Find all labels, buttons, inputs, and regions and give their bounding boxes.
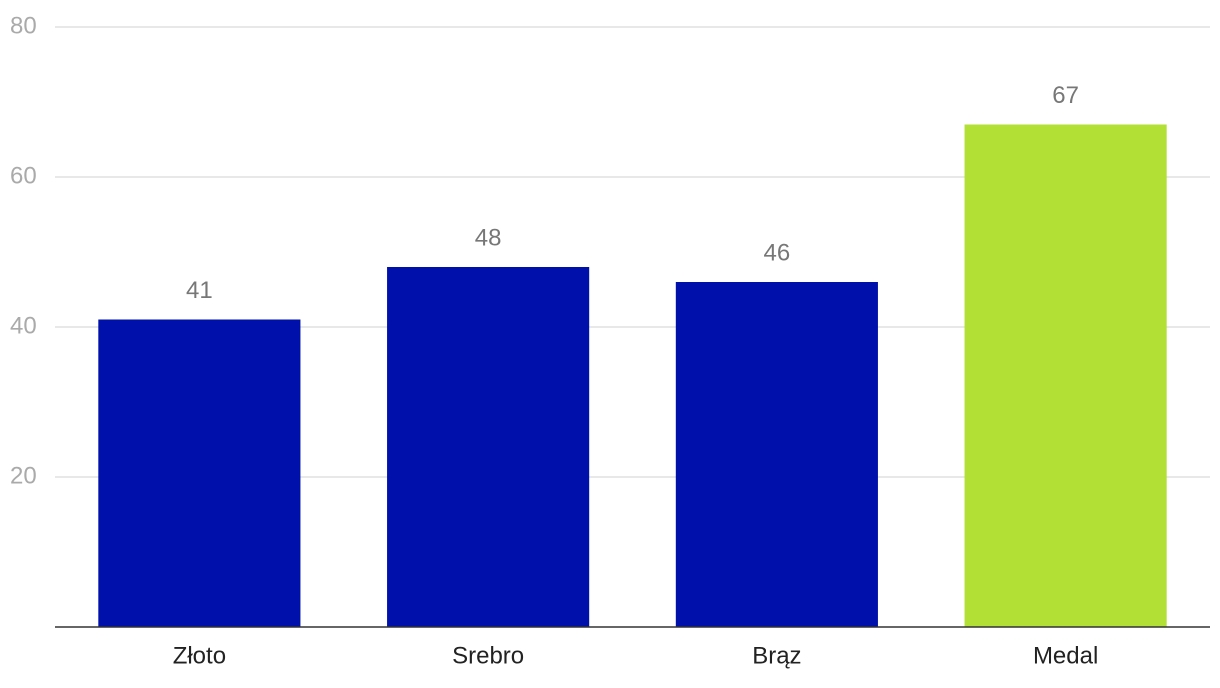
value-label: 67 <box>1052 82 1079 109</box>
bar <box>387 267 590 627</box>
bar <box>675 282 878 627</box>
y-tick-label: 60 <box>10 162 37 189</box>
x-tick-label: Medal <box>1033 642 1098 669</box>
x-tick-label: Złoto <box>173 642 226 669</box>
x-tick-label: Srebro <box>452 642 524 669</box>
value-label: 41 <box>186 277 213 304</box>
bar <box>98 319 301 627</box>
y-tick-label: 80 <box>10 12 37 39</box>
value-label: 46 <box>764 239 791 266</box>
bar <box>964 124 1167 627</box>
value-label: 48 <box>475 224 502 251</box>
y-tick-label: 20 <box>10 462 37 489</box>
y-tick-label: 40 <box>10 312 37 339</box>
x-tick-label: Brąz <box>752 642 801 669</box>
